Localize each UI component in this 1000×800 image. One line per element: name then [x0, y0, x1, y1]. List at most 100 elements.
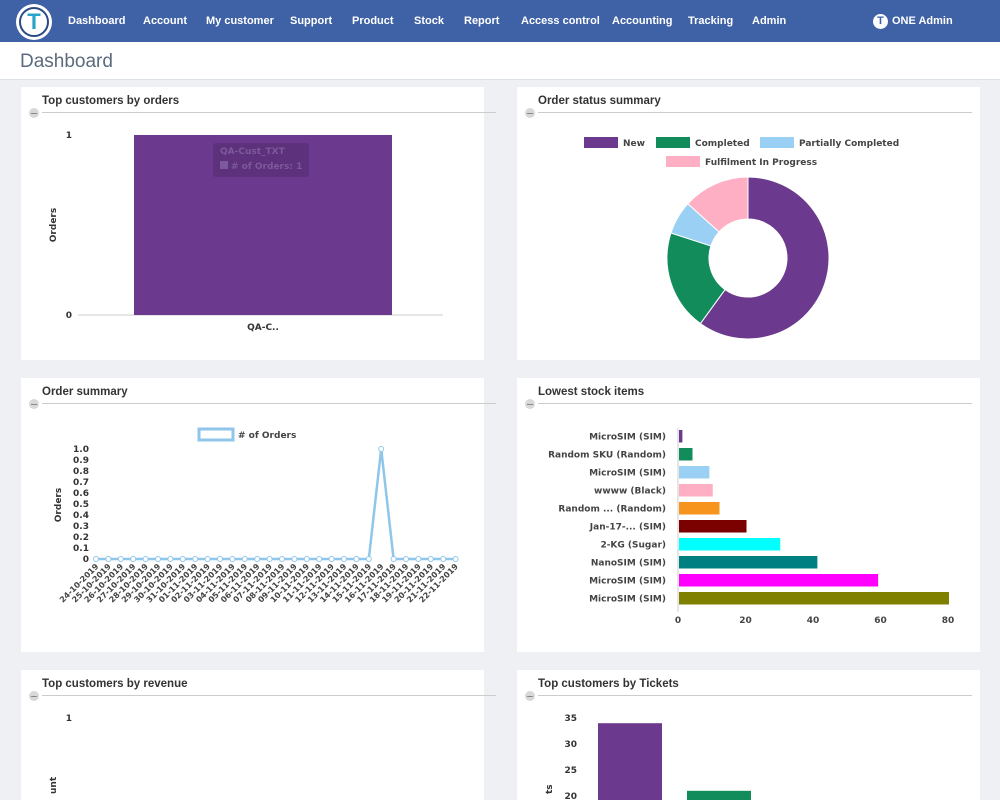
page-header: Dashboard — [0, 42, 1000, 80]
data-point — [279, 556, 285, 562]
card-title: Top customers by revenue — [42, 678, 188, 690]
y-tick-label: 20 — [564, 792, 577, 800]
legend-swatch — [584, 137, 618, 148]
collapse-icon[interactable] — [525, 691, 535, 701]
chart-tickets: 20 25 30 35 ts — [545, 714, 751, 800]
card-divider — [538, 403, 972, 404]
nav-stock[interactable]: Stock — [414, 15, 444, 27]
y-tick-label: Jan-17-... (SIM) — [589, 523, 666, 533]
bar — [679, 484, 713, 497]
y-tick-label: 0.3 — [73, 522, 89, 532]
bar — [679, 592, 949, 605]
legend-swatch — [666, 156, 700, 167]
card-top-customers-orders: Top customers by orders 1 0 Orders QA-C.… — [21, 87, 496, 360]
y-axis: 20 25 30 35 — [564, 714, 577, 800]
x-axis: 24-10-201925-10-201926-10-201927-10-2019… — [58, 562, 460, 605]
legend-label: Partially Completed — [799, 139, 899, 149]
card-title: Top customers by orders — [42, 95, 180, 107]
legend-label: # of Orders — [238, 431, 296, 441]
y-tick-label: 30 — [564, 740, 577, 750]
legend-item-partially-completed[interactable]: Partially Completed — [760, 137, 899, 149]
y-tick-label: NanoSIM (SIM) — [591, 559, 666, 569]
legend-item-completed[interactable]: Completed — [656, 137, 750, 149]
legend-item-fulfilment-in-progress[interactable]: Fulfilment In Progress — [666, 156, 817, 168]
bar — [679, 574, 879, 587]
card-title: Order summary — [42, 386, 128, 398]
y-tick-label: 0.8 — [73, 467, 89, 477]
data-point — [179, 556, 186, 562]
legend-item-new[interactable]: New — [584, 137, 645, 149]
collapse-icon[interactable] — [525, 108, 535, 118]
top-navbar: T Dashboard Account My customer Support … — [0, 0, 1000, 42]
x-tick-label: 40 — [807, 616, 820, 626]
nav-access-control[interactable]: Access control — [521, 15, 600, 27]
bar-series: MicroSIM (SIM) Random SKU (Random) MicroSI… — [548, 428, 949, 612]
data-point — [365, 556, 372, 562]
nav-admin[interactable]: Admin — [752, 15, 787, 27]
nav-dashboard[interactable]: Dashboard — [68, 15, 126, 27]
chart-revenue: 1 unt — [49, 714, 72, 794]
legend-label: New — [623, 139, 645, 149]
page-title: Dashboard — [20, 51, 113, 72]
y-tick-label: 0.4 — [73, 511, 89, 521]
collapse-icon[interactable] — [29, 399, 39, 409]
collapse-icon[interactable] — [525, 399, 535, 409]
user-label: ONE Admin — [892, 15, 953, 27]
bar — [598, 723, 662, 800]
y-axis: 00.10.20.30.40.50.60.70.80.91.0 — [73, 445, 89, 565]
y-tick-label: Random ... (Random) — [558, 505, 666, 515]
x-axis: 0 20 40 60 80 — [675, 616, 954, 626]
chart-orders: 1 0 Orders QA-C.. QA-Cust_TXT # of Order… — [49, 131, 443, 333]
legend-swatch — [656, 137, 690, 148]
y-tick-label: 1 — [66, 714, 72, 724]
user-menu[interactable]: T ONE Admin — [873, 0, 953, 42]
collapse-icon[interactable] — [29, 691, 39, 701]
data-point — [440, 556, 447, 562]
bar — [679, 556, 818, 569]
data-point — [192, 556, 199, 562]
y-tick-label: 0.9 — [73, 456, 89, 466]
card-top-customers-tickets: Top customers by Tickets 20 25 30 35 ts — [517, 670, 980, 800]
y-tick-label: MicroSIM (SIM) — [589, 469, 666, 479]
y-tick-label: 0.5 — [73, 500, 89, 510]
tooltip-swatch — [220, 161, 228, 169]
data-point — [155, 556, 161, 562]
nav-product[interactable]: Product — [352, 15, 394, 27]
nav-accounting[interactable]: Accounting — [612, 15, 673, 27]
data-point — [378, 446, 385, 452]
nav-support[interactable]: Support — [290, 15, 333, 27]
data-point — [266, 556, 273, 562]
x-tick-label: 80 — [942, 616, 955, 626]
user-icon: T — [873, 13, 888, 29]
nav-my-customer[interactable]: My customer — [206, 15, 274, 27]
card-top-customers-revenue: Top customers by revenue 1 unt — [21, 670, 496, 800]
y-axis-label: ts — [545, 784, 555, 794]
data-point — [217, 556, 223, 562]
y-tick-label: 0.7 — [73, 478, 89, 488]
nav-report[interactable]: Report — [464, 15, 500, 27]
bar — [679, 538, 781, 551]
data-point — [353, 556, 360, 562]
data-point — [341, 556, 347, 562]
legend-item-orders[interactable]: # of Orders — [197, 427, 296, 442]
pie-slice — [699, 176, 830, 340]
legend-swatch — [197, 427, 235, 442]
card-order-status: Order status summary New Completed Parti… — [517, 87, 980, 360]
tooltip-value: # of Orders: 1 — [231, 162, 302, 172]
y-tick-label: MicroSIM (SIM) — [589, 577, 666, 587]
y-tick-label: wwww (Black) — [594, 487, 666, 497]
card-title: Top customers by Tickets — [538, 678, 679, 690]
nav-account[interactable]: Account — [143, 15, 187, 27]
bar-series — [598, 723, 751, 800]
y-tick-label: 2-KG (Sugar) — [600, 541, 666, 551]
data-point — [390, 556, 397, 562]
logo[interactable]: T — [16, 4, 52, 40]
data-point — [291, 556, 298, 562]
x-tick-label: 0 — [675, 616, 681, 626]
card-lowest-stock: Lowest stock items MicroSIM (SIM) Random … — [517, 378, 980, 652]
y-tick-label: 1 — [66, 131, 72, 141]
x-tick-label: 20 — [739, 616, 752, 626]
card-order-summary: Order summary # of Orders Orders 0 0.1 0.2… — [21, 378, 496, 652]
nav-tracking[interactable]: Tracking — [688, 15, 734, 27]
collapse-icon[interactable] — [29, 108, 39, 118]
